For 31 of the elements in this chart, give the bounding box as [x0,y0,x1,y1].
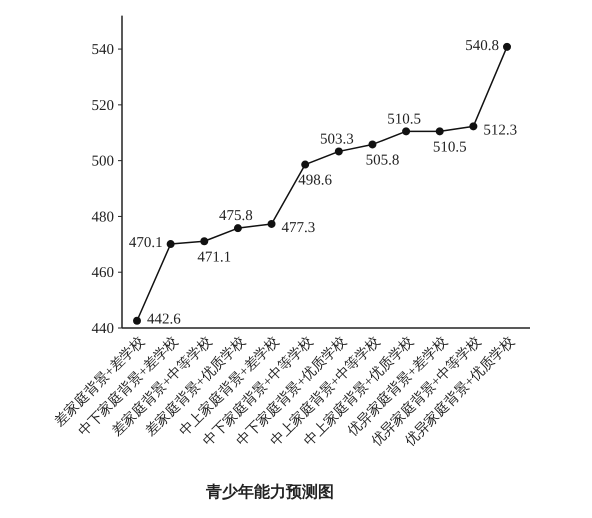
data-label: 470.1 [128,235,163,252]
y-tick-label: 540 [92,42,114,58]
point [368,140,376,148]
y-tick-label: 440 [92,321,114,337]
data-label: 505.8 [366,152,400,168]
point [133,316,141,325]
point [166,240,175,248]
point [334,147,343,156]
y-tick-label: 460 [92,265,114,282]
data-label: 477.3 [282,220,316,236]
point [268,220,276,228]
point [301,160,310,169]
data-label: 498.6 [298,172,333,189]
data-label: 471.1 [197,249,232,266]
data-label: 510.5 [432,139,467,156]
data-label: 442.6 [147,312,182,328]
y-tick-label: 520 [92,98,114,114]
data-label: 510.5 [387,111,421,128]
point [200,237,208,246]
point [436,127,444,136]
text: 青少年能力预测图 [205,483,334,501]
point [402,127,410,136]
data-label: 540.8 [465,38,499,54]
point [503,42,511,51]
data-label: 512.3 [483,122,518,138]
data-label: 503.3 [320,131,354,148]
point [234,224,242,232]
point [469,122,478,130]
data-label: 475.8 [219,208,253,224]
y-tick-label: 500 [92,154,114,170]
y-tick-label: 480 [92,209,114,226]
